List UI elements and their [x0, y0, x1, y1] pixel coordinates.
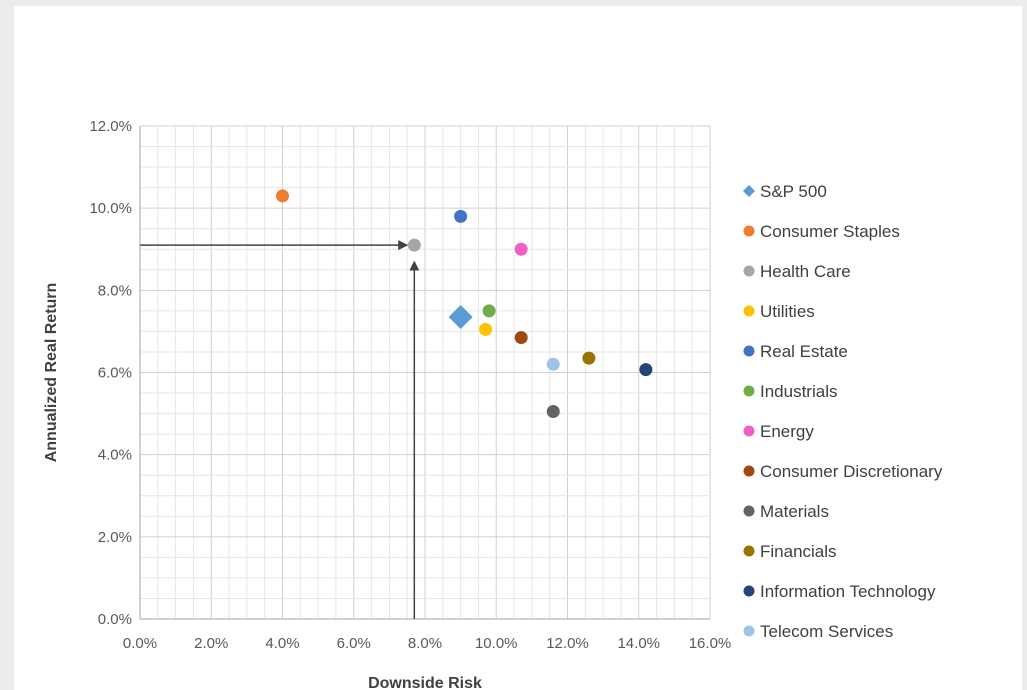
- data-point-health-care: [407, 238, 421, 252]
- data-points: [276, 189, 653, 419]
- legend-marker-energy: [743, 425, 755, 437]
- x-tick-label: 4.0%: [265, 635, 299, 652]
- x-tick-label: 2.0%: [194, 635, 228, 652]
- y-tick-label: 8.0%: [98, 282, 132, 299]
- y-tick-label: 2.0%: [98, 529, 132, 546]
- y-tick-label: 4.0%: [98, 447, 132, 464]
- legend: S&P 500 Consumer Staples Health Care Utilit…: [743, 182, 943, 641]
- x-tick-label: 12.0%: [546, 635, 589, 652]
- data-point-real-estate: [454, 209, 468, 223]
- data-point-information-technology: [639, 363, 653, 377]
- legend-label-real-estate: Real Estate: [760, 342, 848, 361]
- legend-marker-consumer-discretionary: [743, 465, 755, 477]
- legend-marker-industrials: [743, 385, 755, 397]
- chart-panel: 0.0% 2.0% 4.0% 6.0% 8.0% 10.0% 12.0% 14.0% 16.0%…: [14, 6, 1022, 690]
- legend-marker-telecom-services: [743, 625, 755, 637]
- x-tick-label: 6.0%: [337, 635, 371, 652]
- data-point-industrials: [482, 304, 496, 318]
- legend-label-telecom-services: Telecom Services: [760, 622, 893, 641]
- data-point-energy: [514, 242, 528, 256]
- x-tick-label: 8.0%: [408, 635, 442, 652]
- legend-label-energy: Energy: [760, 422, 814, 441]
- legend-label-information-technology: Information Technology: [760, 582, 936, 601]
- tick-labels: 0.0% 2.0% 4.0% 6.0% 8.0% 10.0% 12.0% 14.0% 16.0%…: [89, 118, 731, 652]
- legend-label-financials: Financials: [760, 542, 837, 561]
- data-point-materials: [546, 405, 560, 419]
- legend-marker-materials: [743, 505, 755, 517]
- legend-marker-utilities: [743, 305, 755, 317]
- y-tick-label: 0.0%: [98, 611, 132, 628]
- legend-label-consumer-discretionary: Consumer Discretionary: [760, 462, 943, 481]
- y-tick-label: 10.0%: [89, 200, 132, 217]
- legend-label-consumer-staples: Consumer Staples: [760, 222, 900, 241]
- data-point-telecom-services: [546, 357, 560, 371]
- legend-label-utilities: Utilities: [760, 302, 815, 321]
- scatter-chart: 0.0% 2.0% 4.0% 6.0% 8.0% 10.0% 12.0% 14.0% 16.0%…: [43, 118, 943, 690]
- annotations: [140, 240, 420, 619]
- data-point-consumer-staples: [276, 189, 289, 203]
- legend-marker-financials: [743, 545, 755, 557]
- x-tick-label: 10.0%: [475, 635, 518, 652]
- legend-label-health-care: Health Care: [760, 262, 851, 281]
- y-tick-label: 6.0%: [98, 365, 132, 382]
- axes: [139, 126, 710, 620]
- data-point-financials: [582, 351, 596, 365]
- legend-marker-health-care: [743, 265, 755, 277]
- grid: [139, 125, 711, 620]
- y-tick-label: 12.0%: [89, 118, 132, 135]
- data-point-utilities: [479, 322, 493, 336]
- data-point-consumer-discretionary: [514, 331, 528, 345]
- x-tick-label: 14.0%: [617, 635, 660, 652]
- x-tick-label: 16.0%: [689, 635, 732, 652]
- y-axis-title: Annualized Real Return: [43, 283, 60, 463]
- data-point-s-p-500: [448, 305, 473, 330]
- x-tick-label: 0.0%: [123, 635, 157, 652]
- legend-marker-s-p-500: [743, 185, 755, 197]
- legend-marker-information-technology: [743, 585, 755, 597]
- legend-marker-real-estate: [743, 345, 755, 357]
- legend-marker-consumer-staples: [743, 225, 755, 237]
- legend-label-s-p-500: S&P 500: [760, 182, 827, 201]
- x-axis-title: Downside Risk: [368, 675, 482, 690]
- legend-label-industrials: Industrials: [760, 382, 837, 401]
- legend-label-materials: Materials: [760, 502, 829, 521]
